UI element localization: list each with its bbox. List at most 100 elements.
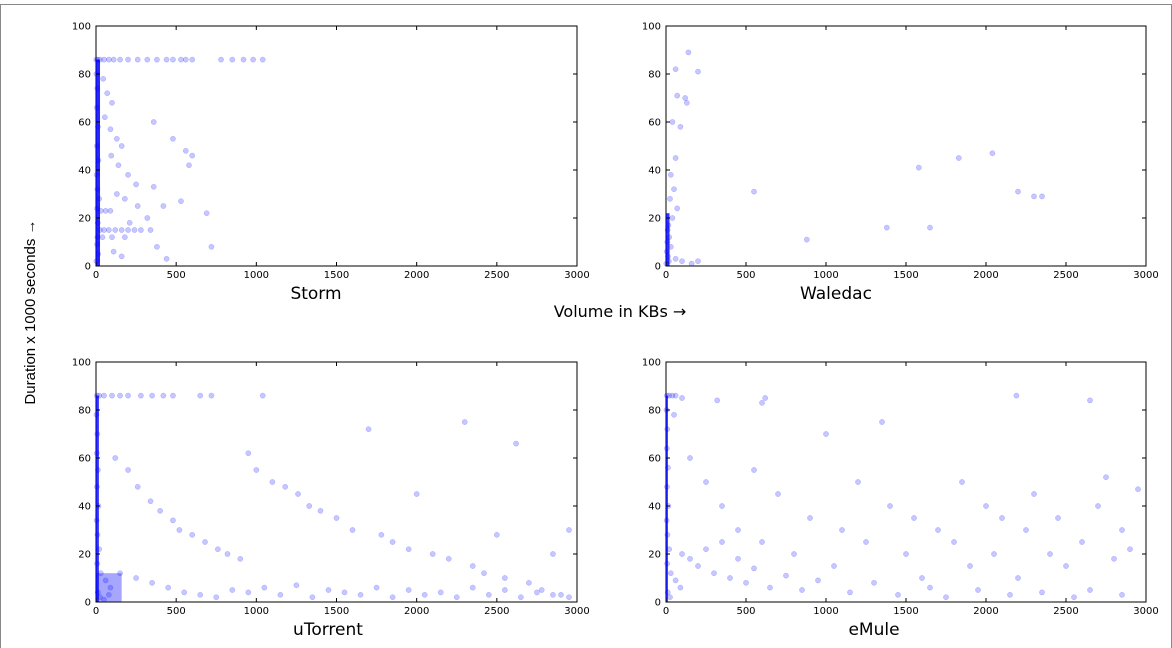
data-point: [97, 227, 103, 233]
x-tick-label: 1000: [244, 270, 269, 281]
data-point: [170, 135, 176, 142]
data-point: [250, 56, 256, 63]
data-point: [261, 584, 268, 591]
data-point: [182, 147, 189, 154]
data-point: [113, 135, 120, 142]
plot-frame-3: [665, 361, 1147, 603]
data-point: [669, 119, 676, 125]
data-point: [671, 411, 677, 418]
data-point: [667, 594, 673, 601]
dense-point-band: [666, 395, 668, 602]
data-point: [664, 483, 670, 490]
x-tick-label: 3000: [1133, 606, 1158, 617]
data-point: [373, 584, 380, 591]
data-point: [154, 56, 160, 63]
data-point: [229, 56, 236, 63]
x-tick-label: 2500: [484, 606, 509, 617]
data-point: [666, 392, 673, 399]
data-point: [178, 56, 184, 63]
data-point: [245, 589, 252, 596]
data-point: [202, 539, 208, 545]
data-point: [663, 517, 670, 524]
x-tick-label: 1000: [813, 606, 838, 617]
data-point: [295, 491, 301, 497]
data-point: [109, 234, 115, 241]
data-point: [666, 258, 672, 265]
data-point: [550, 591, 556, 598]
data-point: [101, 114, 108, 121]
data-point: [453, 594, 460, 601]
data-point: [991, 551, 997, 557]
data-point: [664, 227, 671, 233]
data-point: [566, 594, 572, 601]
data-point: [138, 227, 144, 233]
data-point: [883, 224, 890, 231]
data-point: [110, 56, 117, 63]
data-point: [1039, 193, 1045, 200]
y-tick-label: 100: [642, 358, 661, 369]
data-point: [189, 56, 196, 63]
data-point: [672, 66, 679, 73]
data-point: [96, 546, 103, 553]
y-tick-label: 60: [78, 454, 91, 465]
data-point: [125, 56, 131, 63]
data-point: [461, 419, 468, 425]
y-tick-label: 20: [78, 214, 91, 225]
data-point: [943, 594, 949, 601]
data-point: [237, 555, 244, 562]
data-point: [94, 56, 101, 63]
data-point: [1007, 591, 1013, 598]
data-point: [915, 164, 922, 171]
data-point: [791, 551, 797, 557]
data-point: [695, 258, 701, 265]
x-tick-label: 2000: [404, 606, 429, 617]
chart-title: Waledac: [800, 284, 872, 304]
data-point: [112, 227, 119, 233]
data-point: [101, 56, 107, 63]
data-point: [94, 234, 101, 241]
data-point: [714, 397, 721, 404]
data-point: [664, 560, 670, 567]
data-point: [663, 248, 670, 255]
data-point: [118, 253, 125, 260]
data-point: [667, 195, 673, 202]
data-point: [743, 579, 749, 586]
data-point: [855, 479, 861, 485]
data-point: [807, 515, 813, 521]
data-point: [1031, 491, 1037, 497]
data-point: [831, 563, 837, 569]
x-tick-label: 0: [93, 270, 99, 281]
data-point: [365, 426, 372, 433]
data-point: [229, 587, 236, 593]
data-point: [1047, 551, 1053, 557]
x-tick-label: 3000: [1133, 270, 1158, 281]
data-point: [669, 215, 676, 221]
x-tick-label: 3000: [564, 606, 589, 617]
data-point: [1095, 503, 1101, 509]
y-tick-label: 80: [648, 70, 661, 81]
data-point: [178, 198, 184, 205]
data-point: [306, 503, 313, 509]
y-tick-label: 0: [655, 262, 661, 273]
data-point: [208, 243, 215, 250]
data-point: [160, 392, 167, 399]
x-tick-label: 1500: [893, 606, 918, 617]
data-point: [160, 203, 167, 209]
data-point: [147, 227, 154, 233]
data-point: [566, 527, 572, 533]
data-point: [112, 455, 119, 461]
data-point: [534, 589, 540, 596]
data-point: [309, 594, 316, 601]
data-point: [703, 479, 709, 485]
data-point: [679, 395, 685, 401]
data-point: [95, 157, 102, 164]
data-point: [1111, 555, 1117, 562]
data-point: [667, 171, 674, 178]
x-tick-label: 500: [736, 606, 755, 617]
chart-title: eMule: [848, 620, 899, 640]
data-point: [240, 56, 247, 63]
data-point: [1063, 563, 1069, 569]
data-point: [118, 143, 125, 149]
data-point: [125, 171, 131, 178]
data-point: [1015, 575, 1021, 581]
